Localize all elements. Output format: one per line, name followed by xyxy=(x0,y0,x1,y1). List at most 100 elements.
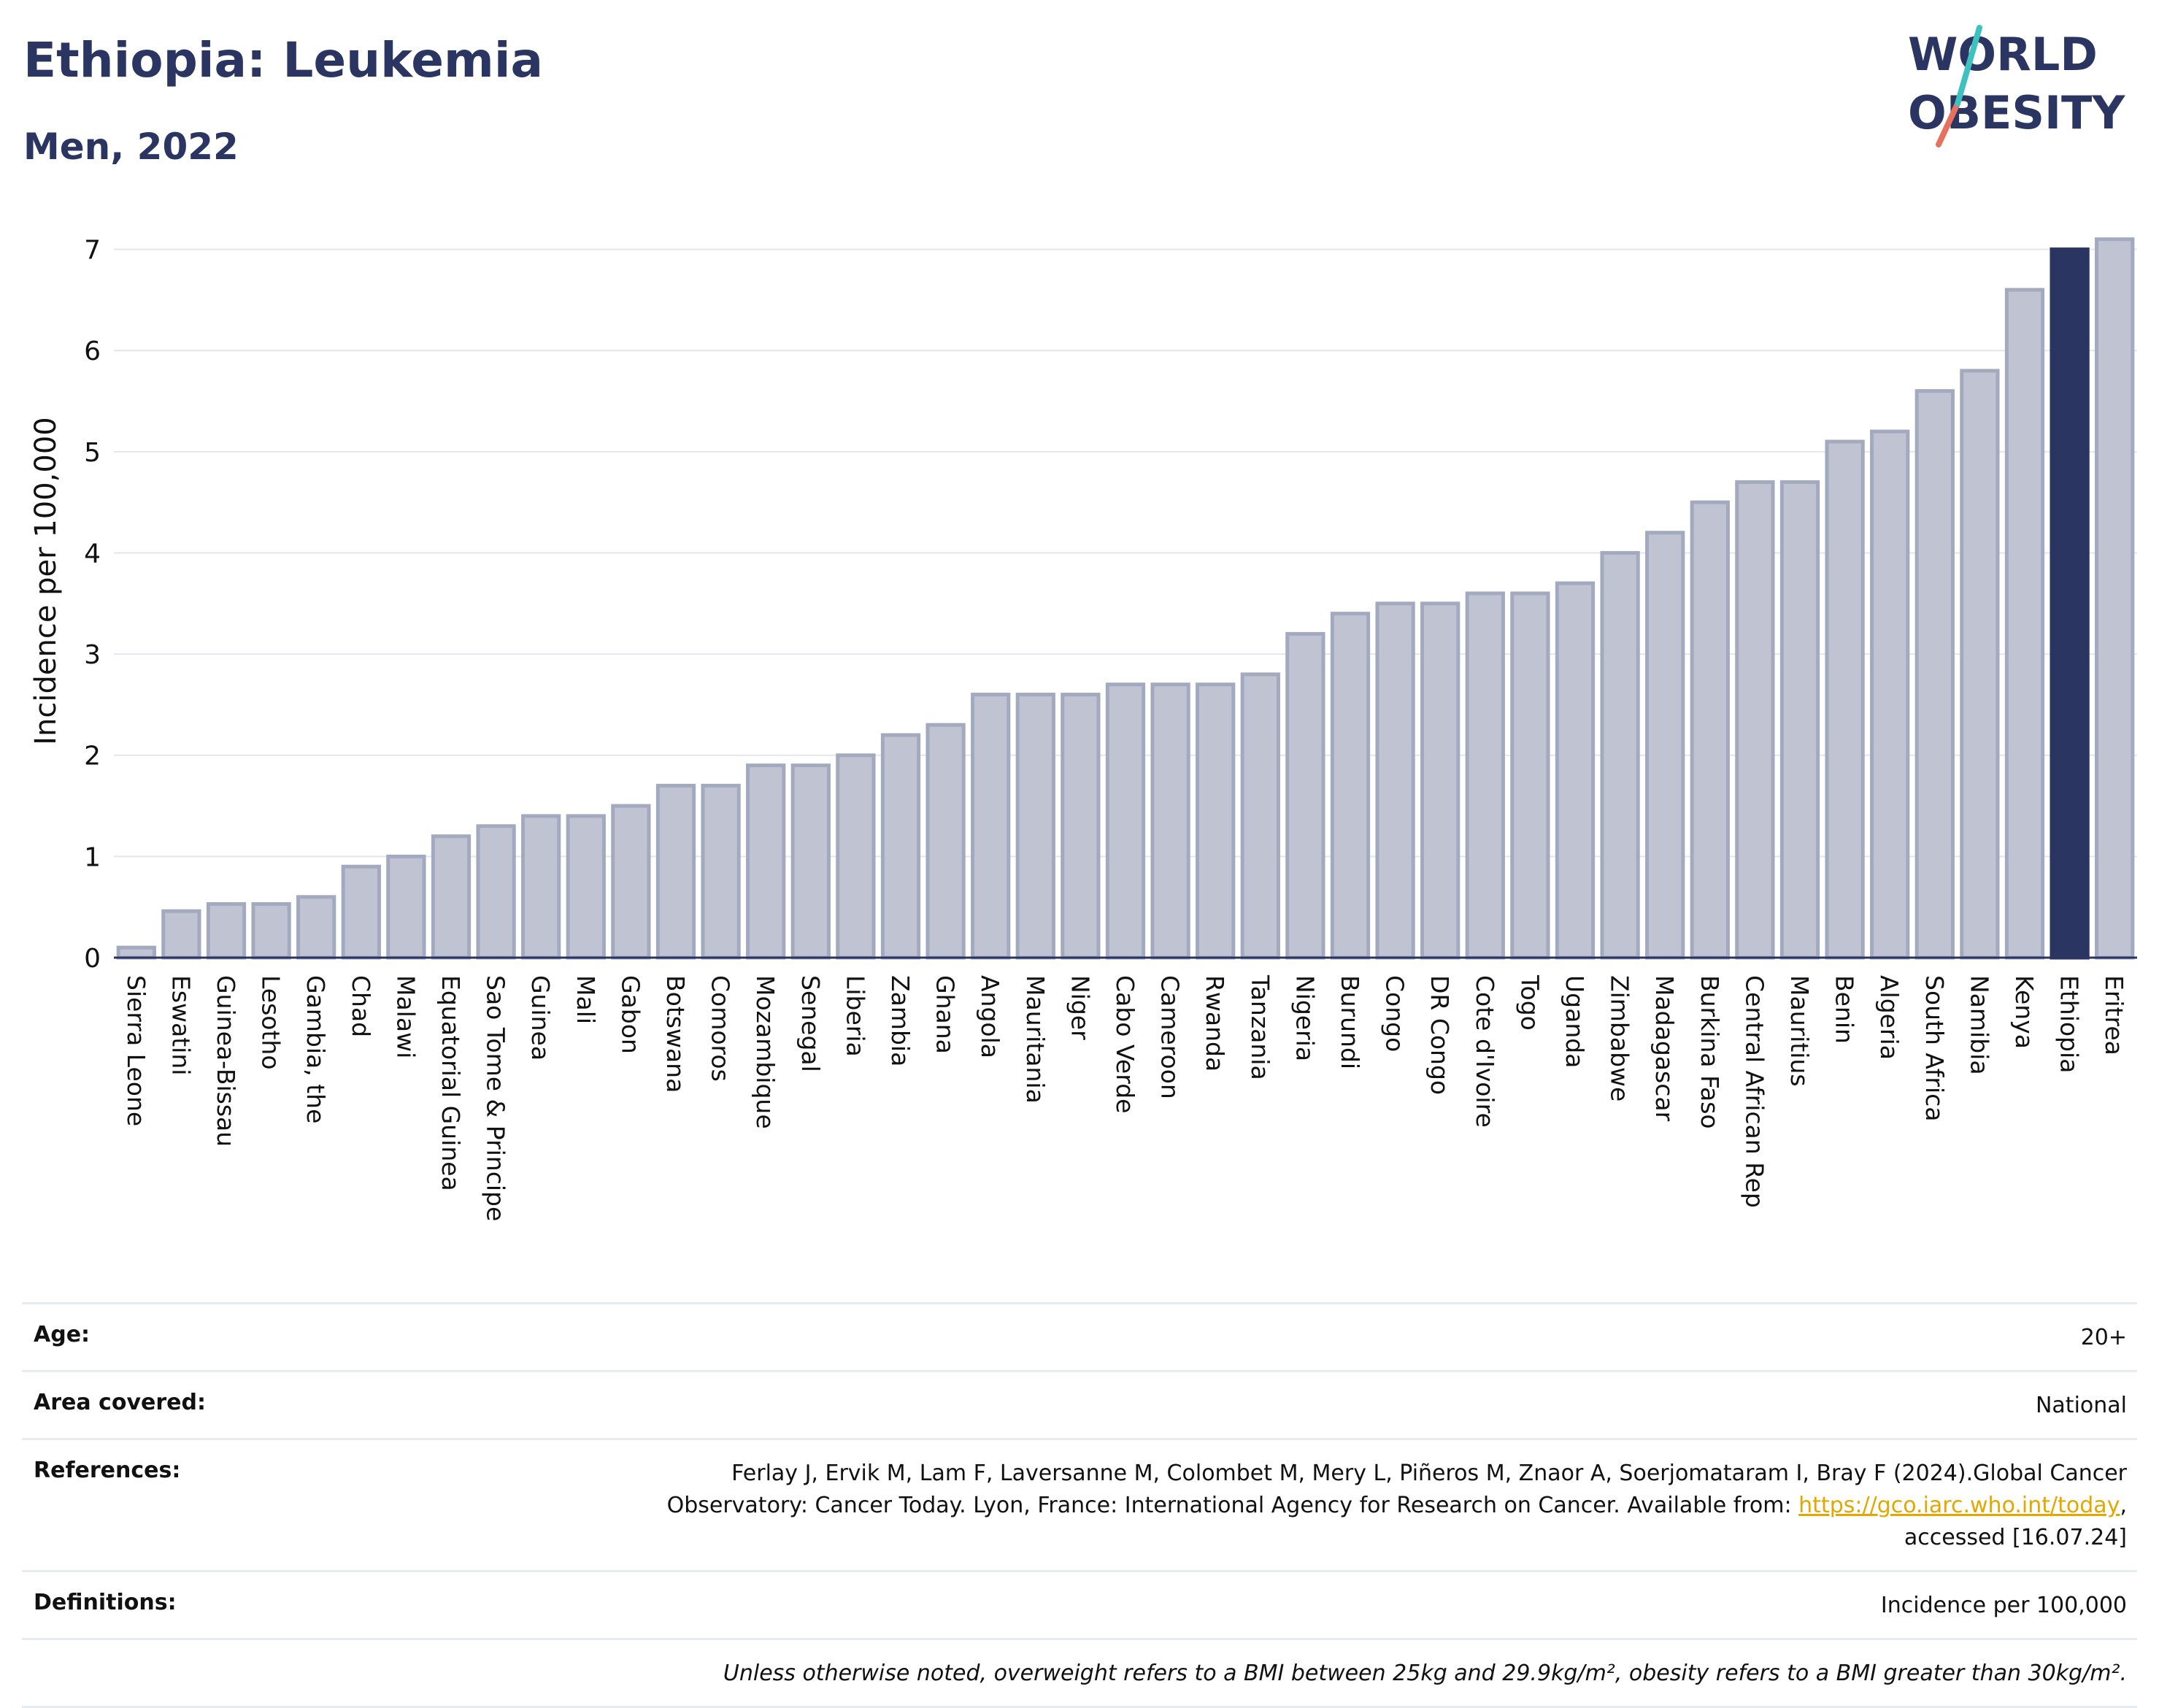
svg-text:WORLD: WORLD xyxy=(1908,28,2098,81)
x-tick-label: Sierra Leone xyxy=(122,975,150,1126)
page-subtitle: Men, 2022 xyxy=(23,126,239,168)
x-tick-label: Lesotho xyxy=(257,975,285,1070)
x-tick-label: Niger xyxy=(1066,975,1094,1040)
age-label: Age: xyxy=(34,1322,91,1347)
x-tick-label: Uganda xyxy=(1560,975,1589,1068)
x-tick-label: Comoros xyxy=(707,975,735,1082)
x-tick-label: Senegal xyxy=(796,975,825,1072)
x-tick-label: Eswatini xyxy=(166,975,195,1075)
x-tick-label: Zimbabwe xyxy=(1606,975,1634,1101)
world-obesity-logo: WORLD OBESITY xyxy=(1908,25,2125,147)
bar xyxy=(1914,389,1955,960)
x-tick-label: Togo xyxy=(1515,974,1544,1031)
y-tick-label: 7 xyxy=(84,236,101,266)
y-tick-label: 3 xyxy=(84,640,101,670)
x-tick-label: South Africa xyxy=(1920,975,1949,1122)
bar xyxy=(1825,439,1865,960)
definitions-value: Incidence per 100,000 xyxy=(1880,1593,2127,1618)
bar xyxy=(296,895,336,960)
bar xyxy=(1061,693,1101,960)
bar xyxy=(1690,500,1730,960)
x-tick-label: Rwanda xyxy=(1201,975,1229,1072)
x-tick-label: Kenya xyxy=(2010,975,2039,1049)
x-tick-label: Tanzania xyxy=(1246,974,1274,1080)
bar xyxy=(1645,531,1685,960)
bar-highlighted xyxy=(2050,247,2090,960)
bar xyxy=(1735,480,1775,960)
x-tick-label: Liberia xyxy=(841,975,869,1057)
definitions-label: Definitions: xyxy=(34,1590,177,1615)
references-link[interactable]: https://gco.iarc.who.int/today xyxy=(1798,1493,2120,1518)
x-tick-label: Malawi xyxy=(391,975,420,1058)
bar xyxy=(341,864,381,960)
x-tick-label: Benin xyxy=(1831,975,1859,1044)
bar xyxy=(116,945,156,960)
x-tick-label: Eritrea xyxy=(2100,975,2128,1055)
y-ticks: 0 1 2 3 4 5 6 7 xyxy=(84,236,101,974)
x-tick-label: Mauritania xyxy=(1021,975,1050,1104)
bar xyxy=(476,824,516,960)
meta-row-note: Unless otherwise noted, overweight refer… xyxy=(22,1638,2137,1708)
x-tick-label: Namibia xyxy=(1965,975,1993,1075)
bar xyxy=(790,763,831,960)
bar xyxy=(1870,429,1910,960)
bar xyxy=(701,783,741,960)
bar xyxy=(1510,591,1550,960)
bar xyxy=(1330,612,1371,960)
x-tick-label: Burundi xyxy=(1336,975,1364,1069)
y-tick-label: 5 xyxy=(84,438,101,468)
x-tick-label: Equatorial Guinea xyxy=(436,975,465,1191)
bar xyxy=(521,814,561,960)
y-tick-label: 4 xyxy=(84,539,101,569)
x-tick-label: DR Congo xyxy=(1425,975,1454,1095)
x-tick-label: Ghana xyxy=(931,975,960,1054)
bar xyxy=(206,902,247,960)
x-tick-label: Angola xyxy=(976,975,1004,1058)
bar xyxy=(971,693,1011,960)
bar xyxy=(251,902,291,960)
bars xyxy=(116,237,2135,960)
x-tick-label: Cameroon xyxy=(1156,975,1185,1099)
metadata-table: Age: 20+ Area covered: National Referenc… xyxy=(22,1302,2137,1708)
x-tick-label: Chad xyxy=(347,975,375,1037)
bar xyxy=(161,909,201,960)
area-label: Area covered: xyxy=(34,1390,206,1415)
bar xyxy=(1240,672,1280,960)
x-tick-label: Sao Tome & Principe xyxy=(482,975,510,1221)
x-tick-label: Botswana xyxy=(661,975,690,1093)
x-tick-label: Burkina Faso xyxy=(1696,975,1724,1129)
y-tick-label: 6 xyxy=(84,336,101,366)
x-tick-label: Gambia, the xyxy=(301,975,330,1123)
bar xyxy=(1105,682,1146,960)
x-tick-label: Cabo Verde xyxy=(1111,975,1139,1113)
y-tick-label: 0 xyxy=(84,944,101,974)
x-tick-label: Mali xyxy=(572,975,600,1024)
x-tick-label: Mozambique xyxy=(751,975,780,1129)
x-tick-label: Cote d'Ivoire xyxy=(1471,975,1499,1128)
bar xyxy=(880,733,921,960)
bar xyxy=(1600,550,1640,960)
meta-row-age: Age: 20+ xyxy=(22,1302,2137,1370)
references-line-2: Observatory: Cancer Today. Lyon, France:… xyxy=(666,1493,1799,1518)
bar xyxy=(386,854,426,960)
references-line-3: accessed [16.07.24] xyxy=(1904,1525,2127,1550)
bar xyxy=(1285,631,1325,960)
area-value: National xyxy=(2035,1393,2127,1418)
meta-row-definitions: Definitions: Incidence per 100,000 xyxy=(22,1570,2137,1638)
bar xyxy=(1196,682,1236,960)
bar xyxy=(611,804,651,960)
x-tick-label: Madagascar xyxy=(1650,975,1679,1122)
x-tick-label: Congo xyxy=(1381,975,1409,1052)
x-tick-label: Algeria xyxy=(1875,975,1904,1060)
y-axis-label: Incidence per 100,000 xyxy=(29,417,63,745)
bar xyxy=(1960,369,2000,960)
references-link-suffix: , xyxy=(2120,1493,2127,1518)
references-line-1: Ferlay J, Ervik M, Lam F, Laversanne M, … xyxy=(731,1461,2127,1486)
bar xyxy=(1150,682,1190,960)
bar xyxy=(431,834,472,960)
x-tick-label: Guinea-Bissau xyxy=(212,975,240,1147)
meta-row-references: References: Ferlay J, Ervik M, Lam F, La… xyxy=(22,1438,2137,1570)
bar xyxy=(1015,693,1055,960)
x-tick-label: Central African Rep xyxy=(1740,975,1769,1208)
bar xyxy=(2095,237,2135,960)
